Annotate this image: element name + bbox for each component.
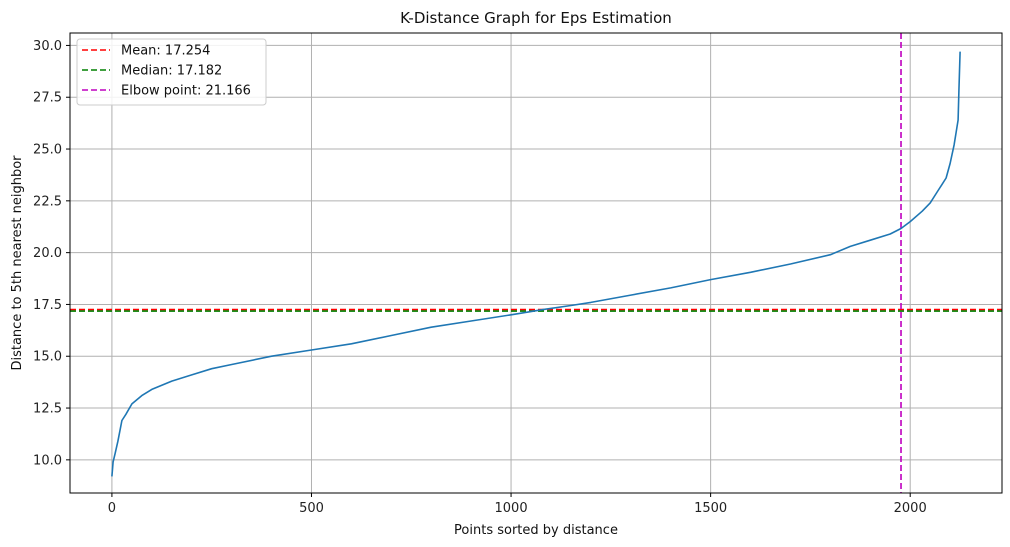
x-tick-label: 2000 — [894, 501, 927, 516]
y-tick-label: 30.0 — [33, 39, 62, 54]
y-tick-label: 12.5 — [33, 402, 62, 417]
x-axis-label: Points sorted by distance — [454, 523, 618, 538]
y-tick-label: 25.0 — [33, 143, 62, 158]
k-distance-line — [111, 51, 961, 477]
y-tick-label: 10.0 — [33, 453, 62, 468]
x-tick-label: 500 — [299, 501, 324, 516]
grid-lines — [70, 33, 1002, 493]
legend-label: Elbow point: 21.166 — [121, 84, 251, 99]
legend-label: Median: 17.182 — [121, 64, 222, 79]
x-tick-label: 0 — [108, 501, 116, 516]
x-axis-ticks: 0 500 1000 1500 2000 — [108, 493, 927, 516]
legend: Mean: 17.254 Median: 17.182 Elbow point: 2… — [76, 38, 267, 106]
x-tick-label: 1500 — [694, 501, 727, 516]
y-tick-label: 20.0 — [33, 246, 62, 261]
data-series — [111, 51, 961, 477]
chart-title: K-Distance Graph for Eps Estimation — [400, 9, 672, 27]
plot-frame — [69, 32, 1003, 494]
x-tick-label: 1000 — [495, 501, 528, 516]
y-tick-label: 22.5 — [33, 194, 62, 209]
y-tick-label: 27.5 — [33, 91, 62, 106]
legend-label: Mean: 17.254 — [121, 44, 210, 59]
y-axis-label: Distance to 5th nearest neighbor — [10, 155, 25, 371]
y-tick-label: 15.0 — [33, 350, 62, 365]
legend-box — [76, 38, 267, 106]
y-axis-ticks: 10.0 12.5 15.0 17.5 20.0 22.5 25.0 27.5 30.0 — [33, 39, 70, 468]
y-tick-label: 17.5 — [33, 298, 62, 313]
reference-lines — [70, 33, 1002, 493]
